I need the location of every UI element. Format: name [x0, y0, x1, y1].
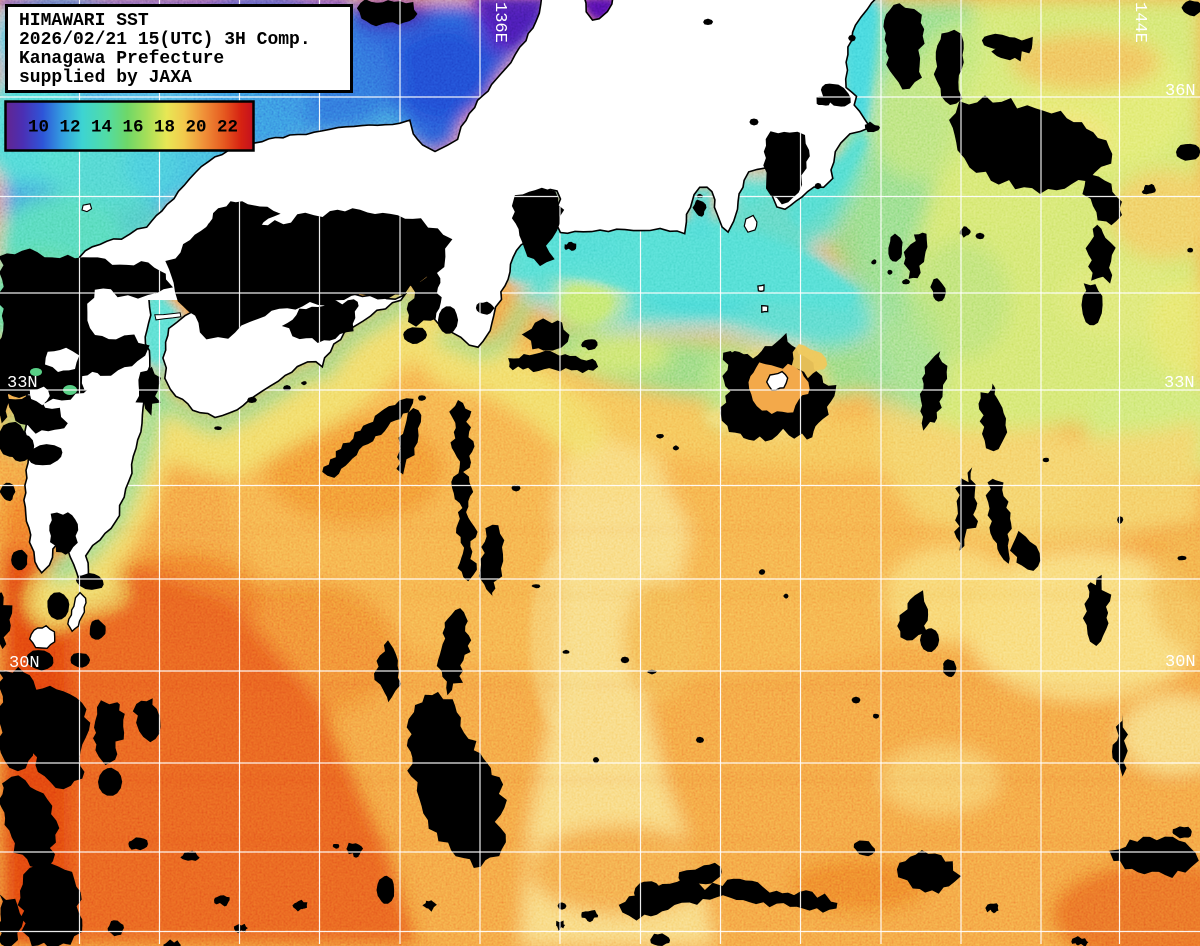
svg-text:36N: 36N	[1165, 82, 1196, 101]
svg-text:10 12 14 16 18 20 22: 10 12 14 16 18 20 22	[28, 118, 238, 138]
svg-text:Kanagawa Prefecture: Kanagawa Prefecture	[19, 49, 224, 69]
svg-text:144E: 144E	[1130, 2, 1149, 43]
svg-text:33N: 33N	[1164, 374, 1195, 393]
svg-text:30N: 30N	[9, 654, 40, 673]
svg-text:33N: 33N	[7, 374, 38, 393]
svg-text:136E: 136E	[490, 2, 509, 43]
svg-text:HIMAWARI SST: HIMAWARI SST	[19, 11, 149, 31]
svg-text:30N: 30N	[1165, 653, 1196, 672]
svg-text:supplied by JAXA: supplied by JAXA	[19, 68, 192, 88]
svg-text:2026/02/21 15(UTC) 3H Comp.: 2026/02/21 15(UTC) 3H Comp.	[19, 30, 311, 50]
